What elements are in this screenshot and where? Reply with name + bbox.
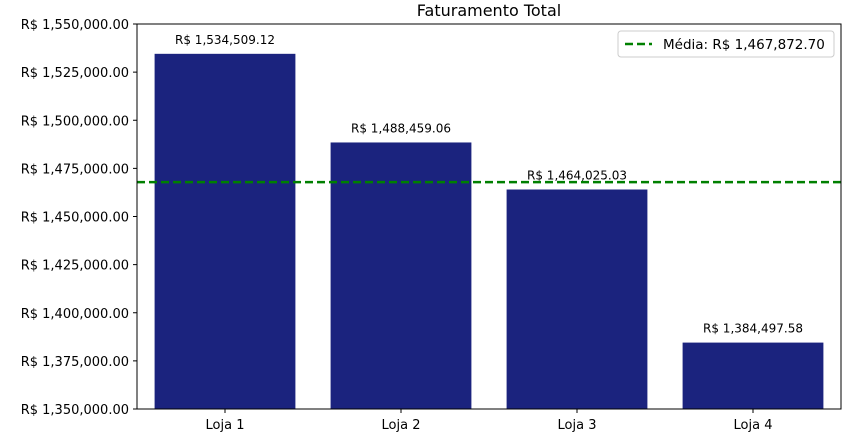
- legend-label-mean: Média: R$ 1,467,872.70: [663, 37, 825, 53]
- x-tick-label: Loja 2: [382, 418, 421, 433]
- bars-layer: R$ 1,534,509.12 R$ 1,488,459.06 R$ 1,464,0…: [154, 33, 824, 409]
- x-tick-label: Loja 1: [206, 418, 245, 433]
- data-label: R$ 1,488,459.06: [351, 121, 451, 135]
- y-tick-label: R$ 1,375,000.00: [21, 355, 129, 370]
- y-tick-label: R$ 1,350,000.00: [21, 403, 129, 418]
- chart-title: Faturamento Total: [417, 1, 561, 20]
- x-tick-label: Loja 3: [558, 418, 597, 433]
- y-tick-label: R$ 1,450,000.00: [21, 211, 129, 226]
- legend-frame: [617, 30, 835, 58]
- y-tick-label: R$ 1,525,000.00: [21, 66, 129, 81]
- plot-frame: [136, 23, 842, 410]
- y-tick-label: R$ 1,475,000.00: [21, 162, 129, 177]
- y-tick-label: R$ 1,550,000.00: [21, 18, 129, 33]
- legend: Média: R$ 1,467,872.70: [617, 30, 835, 58]
- bar-loja-3: [506, 189, 648, 409]
- data-label: R$ 1,384,497.58: [703, 322, 803, 336]
- axes-layer: Loja 1 Loja 2 Loja 3 Loja 4 R$ 1,350,000.00 R…: [21, 18, 842, 433]
- bar-loja-1: [154, 53, 296, 409]
- y-tick-label: R$ 1,400,000.00: [21, 307, 129, 322]
- bar-loja-2: [330, 142, 472, 409]
- data-label: R$ 1,534,509.12: [175, 33, 275, 47]
- y-tick-label: R$ 1,425,000.00: [21, 259, 129, 274]
- bar-loja-4: [682, 342, 824, 409]
- data-label: R$ 1,464,025.03: [527, 169, 627, 183]
- y-tick-label: R$ 1,500,000.00: [21, 114, 129, 129]
- x-tick-label: Loja 4: [734, 418, 773, 433]
